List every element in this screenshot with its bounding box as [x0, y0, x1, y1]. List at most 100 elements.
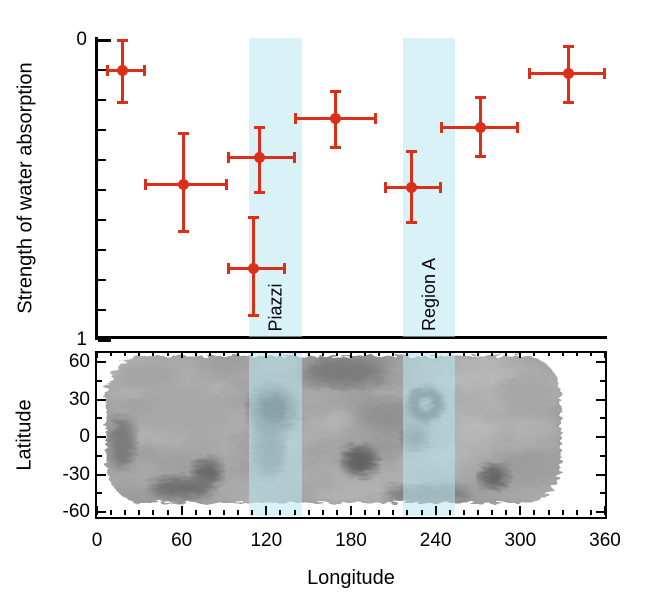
bottom-panel-y-tick [97, 398, 106, 401]
bottom-panel-x-tick-top [519, 353, 522, 358]
bottom-panel-y-tick [97, 511, 106, 513]
top-panel-y-tick [98, 219, 106, 221]
error-bar-cap-left [227, 262, 231, 274]
bottom-panel-x-tick [335, 510, 338, 515]
bottom-panel-x-tick-top [265, 353, 268, 358]
top-panel-y-axis [95, 37, 98, 340]
bottom-panel-x-tick-top [166, 353, 169, 356]
bottom-panel-x-tick [547, 510, 550, 515]
bottom-panel-y-tick [97, 436, 106, 438]
bottom-panel-y-tick-right [600, 379, 605, 382]
surface-map-image [106, 356, 561, 503]
top-panel-y-tick [98, 279, 106, 281]
bottom-panel-x-tick [420, 510, 423, 515]
bottom-panel-x-tick [180, 506, 183, 515]
highlight-band-label: Region A [418, 257, 439, 332]
bottom-panel-x-tick-top [208, 353, 211, 356]
bottom-panel-x-tick [378, 510, 381, 515]
bottom-panel-x-tick-top [124, 353, 127, 356]
error-bar-cap-bottom [248, 314, 260, 317]
top-panel-y-tick-label: 0 [76, 29, 87, 50]
bottom-panel-x-tick-top [420, 353, 423, 356]
bottom-panel-x-tick [124, 510, 127, 515]
error-bar-cap-bottom [253, 191, 265, 194]
error-bar-cap-left [105, 64, 109, 76]
error-bar-cap-right [224, 178, 228, 190]
bottom-panel-x-tick [505, 510, 508, 515]
bottom-panel-x-tick [208, 510, 211, 515]
bottom-panel-x-tick-top [110, 353, 113, 356]
error-bar-cap-right [142, 64, 146, 76]
bottom-panel-x-tick-top [96, 353, 98, 358]
bottom-panel-x-tick [279, 510, 282, 515]
bottom-panel-x-tick [392, 510, 395, 515]
highlight-band-bottom [403, 353, 456, 516]
bottom-panel-x-tick-label: 60 [171, 530, 193, 551]
error-bar-cap-top [329, 90, 341, 93]
bottom-panel-x-tick-top [448, 353, 451, 356]
bottom-panel-y-tick-right [596, 511, 605, 513]
bottom-panel-x-tick-top [237, 353, 240, 356]
error-bar-cap-left [383, 181, 387, 193]
bottom-panel-x-tick [237, 510, 240, 515]
bottom-panel-y-tick-label: 60 [68, 351, 90, 372]
bottom-panel-x-tick [434, 506, 437, 515]
bottom-panel-x-tick-label: 360 [589, 530, 621, 551]
error-bar-cap-left [440, 121, 444, 133]
bottom-panel-y-tick [97, 361, 106, 363]
top-panel-y-tick [98, 69, 106, 71]
bottom-panel-y-tick [97, 417, 102, 420]
error-bar-cap-right [292, 151, 296, 163]
bottom-panel-x-tick-top [293, 353, 296, 356]
bottom-panel-x-tick-top [604, 353, 606, 358]
bottom-panel-x-tick-top [378, 353, 381, 356]
bottom-panel-x-tick-top [575, 353, 578, 356]
bottom-panel-y-tick-label: -60 [62, 501, 90, 522]
error-bar-cap-left [527, 67, 531, 79]
bottom-panel-x-tick [251, 510, 254, 515]
top-panel-y-axis-title: Strength of water absorption [14, 62, 37, 314]
data-point-marker [253, 151, 265, 163]
data-point-marker [248, 262, 260, 274]
bottom-panel-y-tick-right [600, 417, 605, 420]
x-axis-title: Longitude [307, 567, 395, 589]
error-bar-cap-top [248, 216, 260, 219]
error-bar-cap-right [515, 121, 519, 133]
data-point-marker [475, 121, 487, 133]
data-point-marker [177, 178, 189, 190]
error-bar-cap-bottom [177, 230, 189, 233]
bottom-panel-x-tick-top [321, 353, 324, 356]
bottom-panel-x-tick [491, 510, 494, 515]
bottom-panel-x-tick-top [392, 353, 395, 356]
error-bar-cap-right [374, 112, 378, 124]
bottom-panel-x-tick-top [194, 353, 197, 356]
bottom-panel-y-tick-label: 30 [68, 388, 90, 410]
bottom-panel-y-tick [97, 473, 106, 476]
bottom-panel-x-tick-top [180, 353, 183, 358]
bottom-panel-x-tick-top [547, 353, 550, 356]
bottom-panel-x-tick [448, 510, 451, 515]
highlight-band-label: Piazzi [265, 282, 286, 332]
error-bar-cap-top [177, 132, 189, 135]
bottom-panel-y-tick-label: 0 [79, 426, 90, 447]
error-bar-cap-bottom [329, 146, 341, 149]
data-point-marker [562, 67, 574, 79]
bottom-panel-x-tick-label: 0 [91, 530, 103, 551]
bottom-panel-x-tick [223, 510, 225, 515]
bottom-panel-x-tick-top [462, 353, 465, 356]
bottom-panel-x-tick-label: 180 [335, 530, 367, 551]
bottom-panel-x-tick [265, 506, 268, 515]
data-point-marker [406, 181, 418, 193]
data-point-marker [329, 112, 341, 124]
bottom-panel-x-tick-top [505, 353, 508, 356]
error-bar-cap-top [253, 126, 265, 129]
bottom-panel-x-tick [533, 510, 536, 515]
top-panel-y-tick [98, 249, 106, 251]
bottom-panel-x-tick-top [152, 353, 155, 356]
bottom-panel-x-tick [519, 506, 522, 515]
bottom-panel-x-tick [589, 510, 592, 515]
bottom-panel-x-tick [462, 510, 465, 515]
bottom-panel-x-tick [194, 510, 197, 515]
top-panel-y-tick [98, 159, 106, 161]
